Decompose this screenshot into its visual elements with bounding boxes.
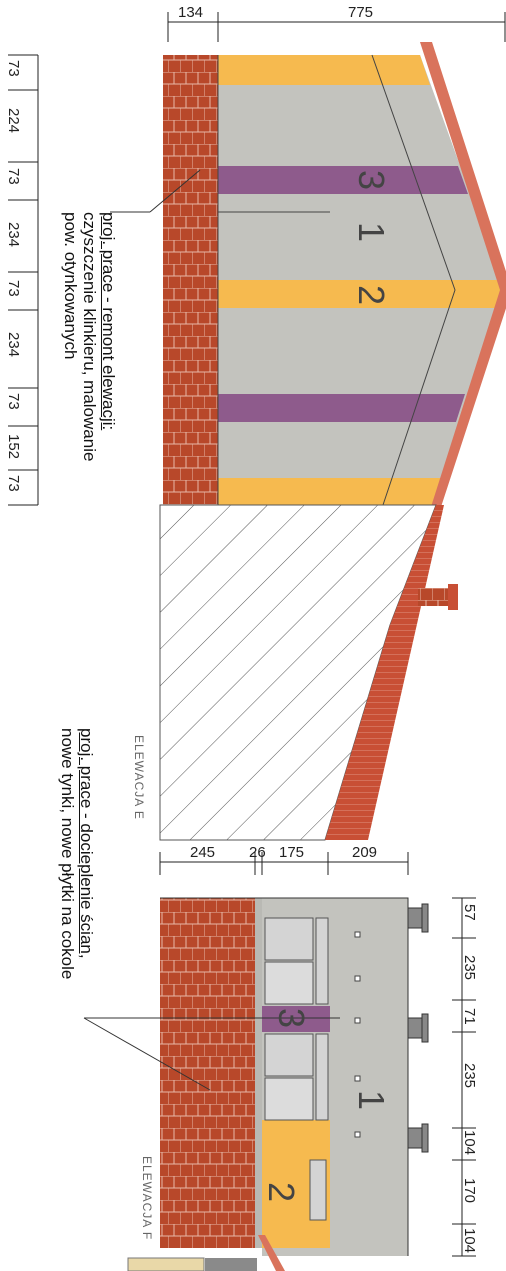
elevation-e-band-purple-2 — [218, 394, 465, 422]
elevation-f-fixing-points — [354, 931, 361, 1138]
elevation-f-label: ELEWACJA F — [140, 1156, 154, 1241]
elevation-e-label: ELEWACJA E — [132, 735, 146, 820]
elevation-e-dim-134: 134 — [178, 4, 204, 21]
elevation-e-marker-2: 2 — [351, 285, 392, 306]
elevation-f-marker-1: 1 — [351, 1090, 392, 1111]
elevation-e-left-dim: 73 — [5, 168, 22, 185]
elevation-e-left-dim: 73 — [5, 280, 22, 297]
elevation-f-right-dim: 71 — [461, 1008, 478, 1025]
elevation-e-band-orange-mid — [218, 280, 502, 308]
elevation-e-left-dim: 73 — [5, 475, 22, 492]
elevation-e-band-orange-bottom — [218, 478, 446, 505]
elevation-e-left-dim: 234 — [5, 332, 22, 358]
elevation-f-right-dim: 104 — [461, 1130, 478, 1156]
elevation-e-marker-3: 3 — [351, 170, 392, 191]
elevation-e-chimney — [418, 588, 450, 606]
elevation-f-roof-slope — [258, 1235, 285, 1271]
elevation-f-windows — [264, 917, 329, 1221]
elevation-f-marker-2: 2 — [261, 1182, 302, 1203]
elevation-f-band-purple — [262, 1006, 330, 1032]
elevation-e-left-dim: 234 — [5, 222, 22, 248]
elevation-f-leader-line — [83, 1017, 340, 1091]
elevation-f-right-dimension — [452, 897, 476, 1257]
elevation-f-note-line: proj. prace - docieplenie ścian, — [77, 728, 96, 959]
elevation-e-left-dimension — [8, 54, 39, 506]
elevation-e-top-dimension — [167, 12, 506, 42]
elevation-e-left-dim: 73 — [5, 393, 22, 410]
elevation-e-left-dim: 73 — [5, 60, 22, 77]
elevation-e-note: proj. prace - remont elewacji: czyszczen… — [61, 212, 118, 461]
elevation-f-dim-175: 175 — [279, 844, 305, 861]
elevation-e-note-line: pow. otynkowanych — [61, 212, 80, 360]
elevation-f-marker-3: 3 — [271, 1008, 312, 1029]
elevation-e-band-orange-top — [218, 55, 430, 85]
elevation-e-left-dim: 152 — [5, 434, 22, 460]
elevation-f-dim-209: 209 — [352, 844, 378, 861]
elevation-f-right-dim: 235 — [461, 955, 478, 981]
elevation-f-vents — [407, 903, 429, 1153]
elevation-e-gable-lines — [217, 54, 456, 506]
elevation-f-dim-26: 26 — [249, 844, 266, 861]
elevation-e-roof-edge — [420, 42, 506, 510]
elevation-e-note-line: proj. prace - remont elewacji: — [99, 212, 118, 431]
elevation-f-right-dim: 235 — [461, 1063, 478, 1089]
elevation-f-right-dim: 104 — [461, 1228, 478, 1254]
elevation-e-leader-line — [110, 169, 201, 213]
elevation-e-brick-base — [163, 55, 218, 505]
elevation-f-dim-245: 245 — [190, 844, 216, 861]
elevation-f-top-dimension — [159, 852, 409, 875]
elevation-e-band-purple-1 — [218, 166, 468, 194]
elevation-e-left-dim: 224 — [5, 108, 22, 134]
elevation-e-roof-slope — [325, 505, 444, 840]
elevation-e-dim-775: 775 — [348, 4, 374, 21]
elevation-f-brick-base — [160, 898, 255, 1248]
elevation-f-note: proj. prace - docieplenie ścian, nowe ty… — [58, 728, 96, 979]
elevation-e-note-line: czyszczenie klinkieru, malowanie — [80, 212, 99, 462]
elevation-f-right-dim: 170 — [461, 1178, 478, 1204]
elevation-f-note-line: nowe tynki, nowe płytki na cokole — [58, 728, 77, 980]
elevation-f-right-dim: 57 — [461, 904, 478, 921]
elevation-e-marker-1: 1 — [351, 222, 392, 243]
